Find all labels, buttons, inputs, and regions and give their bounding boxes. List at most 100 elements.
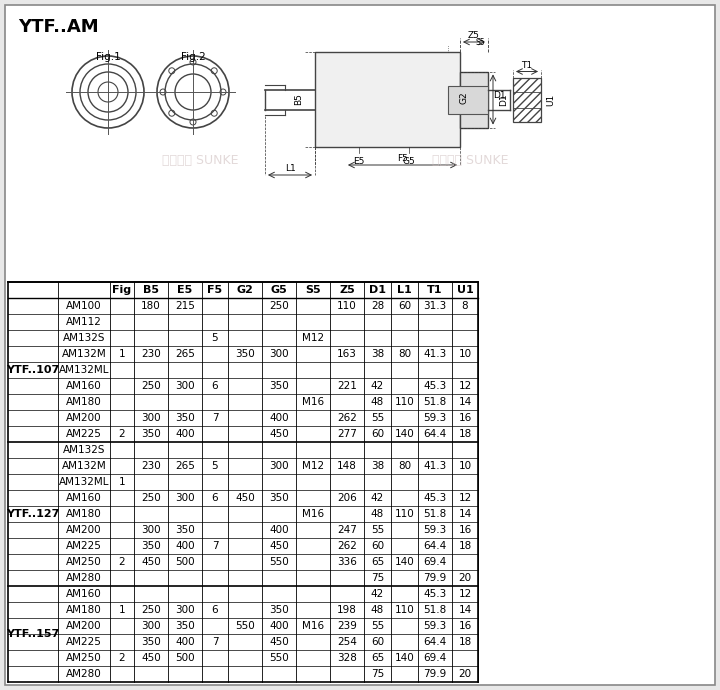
Text: 250: 250 [269, 301, 289, 311]
Text: AM112: AM112 [66, 317, 102, 327]
Text: T1: T1 [521, 61, 533, 70]
Text: 450: 450 [269, 541, 289, 551]
Text: 198: 198 [337, 605, 357, 615]
Text: 上坤传动 SUNKE: 上坤传动 SUNKE [162, 153, 238, 166]
Text: AM225: AM225 [66, 637, 102, 647]
Text: AM180: AM180 [66, 605, 102, 615]
Text: 12: 12 [459, 589, 472, 599]
Text: M12: M12 [302, 461, 324, 471]
Text: B5: B5 [294, 94, 304, 106]
Text: 14: 14 [459, 605, 472, 615]
Bar [513, 77, 541, 121]
Text: 55: 55 [371, 525, 384, 535]
Text: 59.3: 59.3 [423, 525, 446, 535]
Text: 51.8: 51.8 [423, 397, 446, 407]
Bar [315, 52, 460, 147]
Text: AM132ML: AM132ML [59, 477, 109, 487]
Text: 18: 18 [459, 541, 472, 551]
Text: AM160: AM160 [66, 493, 102, 503]
Text: 51.8: 51.8 [423, 509, 446, 519]
Text: 1: 1 [119, 477, 125, 487]
Text: M16: M16 [302, 509, 324, 519]
Text: 38: 38 [371, 461, 384, 471]
Text: 64.4: 64.4 [423, 541, 446, 551]
Text: 300: 300 [141, 525, 161, 535]
Text: 328: 328 [337, 653, 357, 663]
Text: 60: 60 [398, 301, 411, 311]
Text: 7: 7 [212, 637, 218, 647]
Text: U1: U1 [546, 93, 555, 106]
Text: D1: D1 [369, 285, 386, 295]
Text: 59.3: 59.3 [423, 621, 446, 631]
Text: 60: 60 [371, 429, 384, 439]
Text: 450: 450 [235, 493, 255, 503]
Text: 69.4: 69.4 [423, 557, 446, 567]
Text: 300: 300 [141, 621, 161, 631]
Text: 45.3: 45.3 [423, 381, 446, 391]
Text: M12: M12 [302, 333, 324, 343]
Text: 221: 221 [337, 381, 357, 391]
Text: Fig: Fig [112, 285, 132, 295]
Text: AM132S: AM132S [63, 333, 105, 343]
Text: AM250: AM250 [66, 557, 102, 567]
Text: 7: 7 [212, 541, 218, 551]
Text: 16: 16 [459, 621, 472, 631]
Text: 250: 250 [141, 493, 161, 503]
Text: 48: 48 [371, 397, 384, 407]
Text: 6: 6 [212, 381, 218, 391]
Text: 500: 500 [175, 653, 195, 663]
Text: 65: 65 [371, 653, 384, 663]
Text: 12: 12 [459, 381, 472, 391]
Text: 65: 65 [371, 557, 384, 567]
Text: F5: F5 [397, 154, 408, 163]
Text: 300: 300 [175, 605, 195, 615]
Text: AM160: AM160 [66, 589, 102, 599]
Text: Fig.2: Fig.2 [181, 52, 205, 62]
Text: 5: 5 [212, 333, 218, 343]
Text: 350: 350 [235, 349, 255, 359]
Text: 148: 148 [337, 461, 357, 471]
Text: 350: 350 [175, 525, 195, 535]
Text: 38: 38 [371, 349, 384, 359]
Text: E5: E5 [353, 157, 364, 166]
Text: L1: L1 [284, 164, 295, 173]
Text: 262: 262 [337, 413, 357, 423]
Text: 140: 140 [395, 557, 415, 567]
Text: 450: 450 [269, 637, 289, 647]
Text: 215: 215 [175, 301, 195, 311]
Text: 140: 140 [395, 653, 415, 663]
Text: 1: 1 [119, 605, 125, 615]
Text: YTF..AM: YTF..AM [18, 18, 99, 36]
Text: YTF..127: YTF..127 [6, 509, 60, 519]
Bar [460, 72, 488, 128]
Bar [448, 86, 488, 113]
Text: AM200: AM200 [66, 413, 102, 423]
Text: AM200: AM200 [66, 525, 102, 535]
Text: 500: 500 [175, 557, 195, 567]
Text: 300: 300 [141, 413, 161, 423]
Text: 14: 14 [459, 509, 472, 519]
Text: 163: 163 [337, 349, 357, 359]
Text: 350: 350 [269, 493, 289, 503]
Text: Z5: Z5 [339, 285, 355, 295]
Text: 45.3: 45.3 [423, 589, 446, 599]
Text: 上坤传动 SUNKE: 上坤传动 SUNKE [432, 153, 508, 166]
Text: 400: 400 [269, 525, 289, 535]
Text: 79.9: 79.9 [423, 573, 446, 583]
Text: 75: 75 [371, 573, 384, 583]
Text: 41.3: 41.3 [423, 461, 446, 471]
Text: B5: B5 [143, 285, 159, 295]
Text: 110: 110 [337, 301, 357, 311]
Text: 247: 247 [337, 525, 357, 535]
Text: 300: 300 [175, 381, 195, 391]
Text: 55: 55 [371, 621, 384, 631]
Text: 250: 250 [141, 605, 161, 615]
Text: 28: 28 [371, 301, 384, 311]
Text: S5: S5 [305, 285, 321, 295]
Text: 12: 12 [459, 493, 472, 503]
Text: 350: 350 [269, 605, 289, 615]
Text: YTF..157: YTF..157 [6, 629, 60, 639]
Text: 20: 20 [459, 573, 472, 583]
Text: 42: 42 [371, 589, 384, 599]
Text: 64.4: 64.4 [423, 637, 446, 647]
